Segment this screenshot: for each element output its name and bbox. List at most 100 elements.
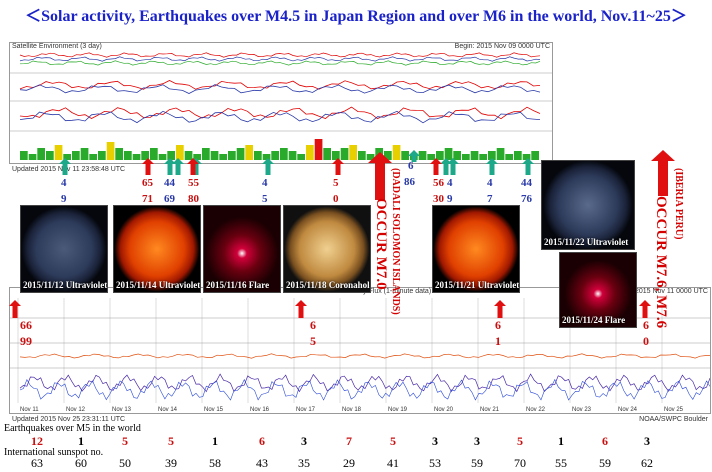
kp-bar: [106, 142, 115, 160]
xray-short-trace: [19, 378, 710, 401]
big-red-arrow: [651, 150, 675, 196]
kp-bar: [210, 151, 219, 160]
pair-top: 4: [447, 177, 453, 189]
kp-bar: [20, 151, 28, 160]
x-tick-label: Nov 24: [618, 407, 638, 413]
sunspot-count: 63: [31, 456, 43, 470]
solar-image-nov16: 2015/11/16 Flare: [203, 205, 281, 293]
x-tick-label: Nov 13: [112, 407, 132, 413]
solar-image-nov18: 2015/11/18 Coronahole: [283, 205, 371, 293]
event-location-peru: (IBERIA PERU): [673, 168, 684, 240]
sunspot-count: 29: [343, 456, 355, 470]
solar-image-caption: 2015/11/22 Ultraviolet: [544, 237, 629, 247]
pair-top: 4: [61, 177, 67, 189]
x-tick-label: Nov 21: [480, 407, 500, 413]
earthquake-count: 3: [301, 434, 307, 448]
x-tick-label: Nov 11: [20, 407, 39, 413]
kp-bar: [531, 151, 539, 160]
sunspot-count: 70: [514, 456, 526, 470]
earthquake-count: 6: [602, 434, 608, 448]
x-tick-label: Nov 20: [434, 407, 454, 413]
lower-pair-bottom: 5: [310, 334, 316, 348]
kp-bar: [115, 148, 123, 160]
kp-bar: [72, 151, 80, 160]
kp-bar: [297, 154, 305, 160]
page-title: ＜Solar activity, Earthquakes over M4.5 i…: [25, 8, 687, 25]
earthquake-count: 3: [644, 434, 650, 448]
sunspot-count: 53: [429, 456, 441, 470]
kp-bar: [245, 145, 253, 160]
x-tick-label: Nov 15: [204, 407, 224, 413]
sunspot-count: 62: [641, 456, 653, 470]
pair-top: 56: [433, 177, 444, 189]
kp-bar: [63, 154, 71, 160]
satellite-environment-panel: Satellite Environment (3 day) Begin: 201…: [9, 42, 553, 173]
earthquake-count: 1: [558, 434, 564, 448]
sunspot-count: 41: [387, 456, 399, 470]
solar-image-nov12: 2015/11/12 Ultraviolet: [20, 205, 108, 293]
row-label-earthquakes: Earthquakes over M5 in the world: [4, 423, 141, 434]
lower-pair-top: 66: [20, 318, 32, 332]
pair-bottom: 71: [142, 193, 153, 205]
kp-bar: [340, 148, 349, 160]
kp-bar: [384, 151, 392, 160]
kp-bar: [46, 151, 54, 160]
kp-bar: [236, 148, 245, 160]
lower-pair-top: 6: [310, 318, 316, 332]
earthquake-count: 12: [31, 434, 43, 448]
kp-bar: [436, 151, 444, 160]
kp-bar: [479, 154, 487, 160]
kp-bar: [514, 151, 522, 160]
kp-bar: [176, 145, 184, 160]
kp-bar: [505, 154, 513, 160]
kp-bar: [167, 151, 175, 160]
solar-image-caption: 2015/11/18 Coronahole: [286, 280, 371, 290]
magnetometer-trace: [19, 106, 541, 120]
kp-bar: [37, 148, 45, 160]
pair-bottom: 9: [61, 193, 67, 205]
kp-bar: [401, 151, 409, 160]
earthquake-count: 7: [346, 434, 352, 448]
pair-top: 5: [333, 177, 339, 189]
xray-long-trace: [19, 373, 710, 393]
lower-pair-top: 6: [643, 318, 649, 332]
event-occur-m70: OCCUR M7.0: [373, 198, 389, 290]
kp-bar: [488, 151, 496, 160]
x-tick-label: Nov 25: [664, 407, 684, 413]
solar-image-caption: 2015/11/14 Ultraviolet: [116, 280, 201, 290]
top-panel-header-right: Begin: 2015 Nov 09 0000 UTC: [454, 43, 550, 50]
x-tick-label: Nov 22: [526, 407, 546, 413]
kp-bar: [89, 154, 97, 160]
row-label-sunspot: International sunspot no.: [4, 447, 104, 458]
kp-bar: [453, 151, 461, 160]
kp-bar: [323, 148, 331, 160]
x-tick-label: Nov 19: [388, 407, 408, 413]
satellite-traces: [10, 52, 552, 160]
lower-pair-bottom: 1: [495, 334, 501, 348]
kp-bar: [470, 151, 479, 160]
kp-bar: [462, 154, 470, 160]
bottom-panel-header-left: GOES Xray Flux (1-minute data): [330, 288, 432, 295]
kp-bar: [444, 148, 453, 160]
top-panel-updated: Updated 2015 Nov 11 23:58:48 UTC: [12, 166, 126, 173]
earthquake-count: 5: [390, 434, 396, 448]
kp-bar: [288, 151, 297, 160]
kp-bar: [366, 154, 375, 160]
bottom-panel-credit: NOAA/SWPC Boulder: [639, 416, 708, 423]
kp-bar: [375, 148, 383, 160]
kp-bar: [349, 145, 357, 160]
sunspot-count: 35: [298, 456, 310, 470]
lower-pair-bottom: 99: [20, 334, 32, 348]
earthquake-count: 3: [432, 434, 438, 448]
kp-bar: [427, 154, 435, 160]
pair-bottom: 5: [262, 193, 268, 205]
x-tick-label: Nov 16: [250, 407, 270, 413]
kp-bar: [219, 154, 227, 160]
pair-top: 4: [487, 177, 493, 189]
kp-bar: [358, 151, 366, 160]
kp-bar: [418, 151, 427, 160]
x-tick-label: Nov 14: [158, 407, 178, 413]
sunspot-count: 43: [256, 456, 268, 470]
proton-flux-trace: [19, 52, 541, 58]
pair-top: 55: [188, 177, 199, 189]
